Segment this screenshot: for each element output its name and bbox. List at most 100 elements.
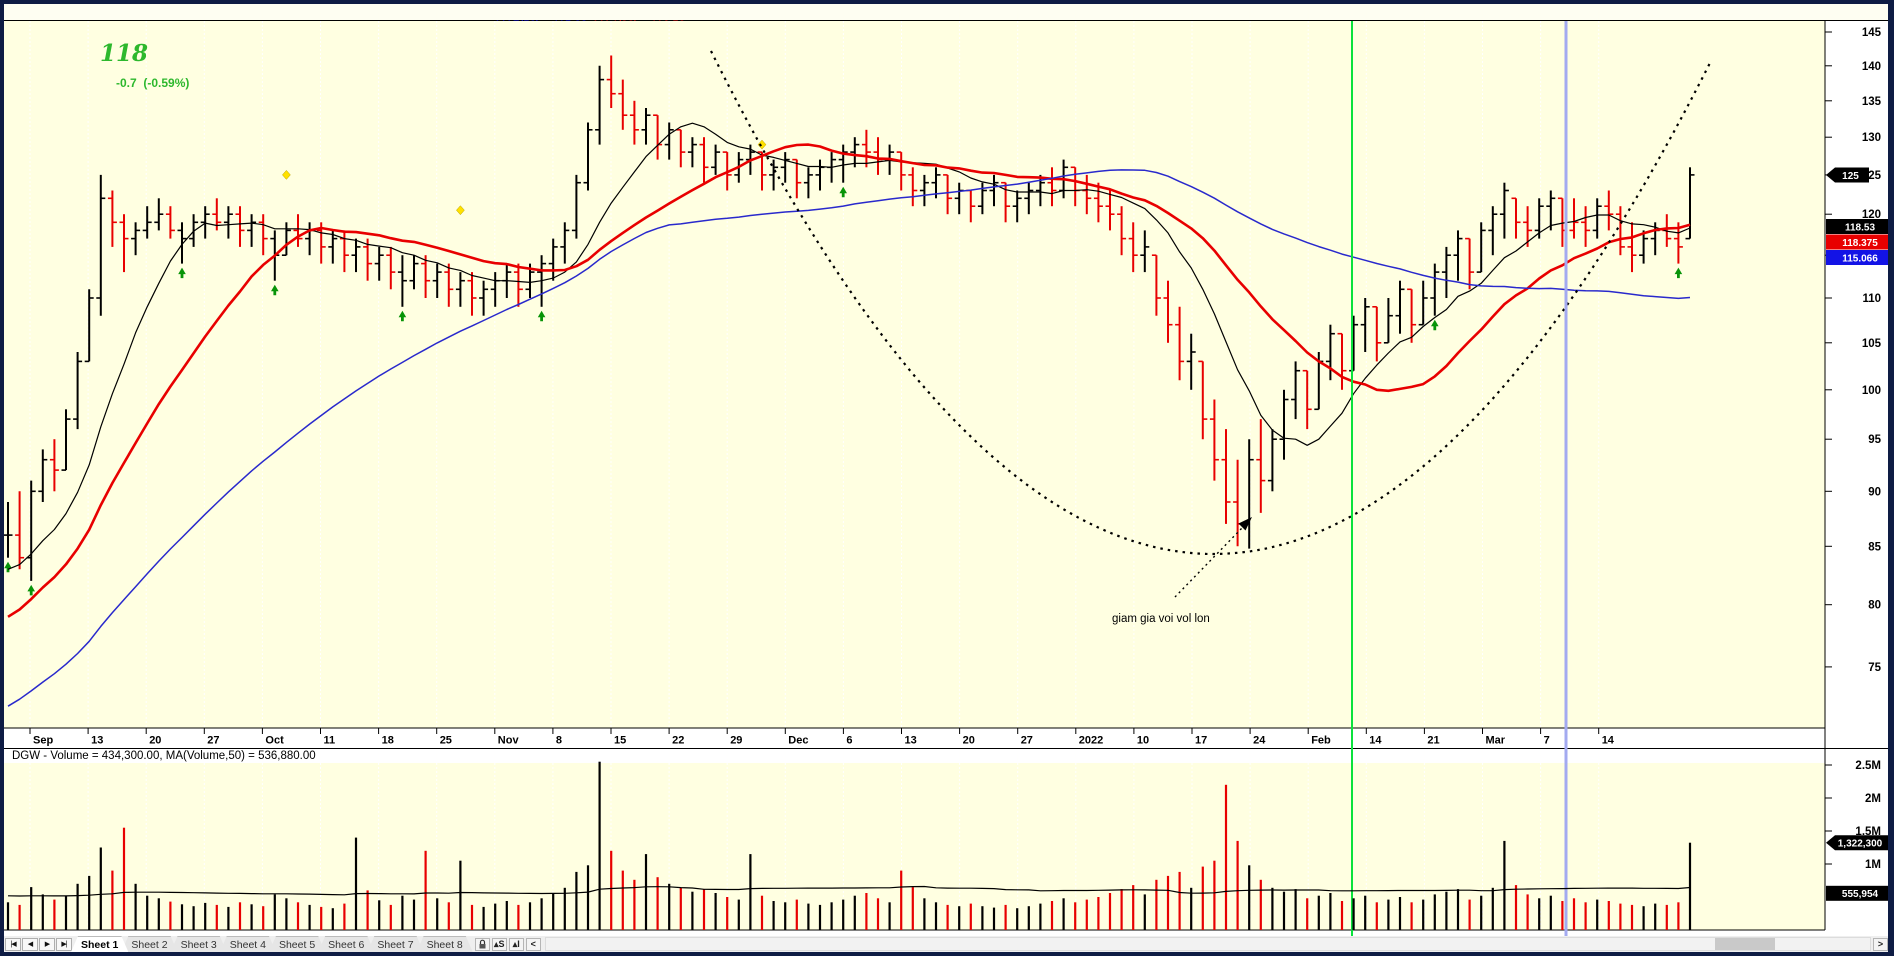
tab-sheet-8[interactable]: Sheet 8 (417, 936, 473, 952)
chart-title-bar: DGW - Daily 3/9/2022 Open 119.3, Hi 121.… (4, 4, 1888, 32)
svg-text:14: 14 (1602, 735, 1615, 747)
svg-text:1M: 1M (1865, 859, 1881, 871)
pane-borders (4, 21, 1888, 931)
first-sheet-button[interactable]: |◀ (5, 937, 21, 951)
scroll-left-button[interactable]: < (525, 937, 541, 951)
ma-line-10 (7, 122, 1691, 570)
last-price-overlay: 118 (100, 40, 149, 67)
svg-text:8: 8 (556, 735, 562, 747)
yellow-diamond-marker (456, 205, 465, 216)
lock-button[interactable] (474, 937, 490, 951)
axis-tag (1826, 219, 1888, 234)
axis-tag (1826, 234, 1888, 250)
svg-text:22: 22 (672, 735, 684, 747)
svg-text:100: 100 (1862, 385, 1881, 397)
svg-text:Dec: Dec (788, 735, 808, 747)
volume-pane[interactable] (4, 763, 1825, 930)
svg-text:120: 120 (1862, 209, 1881, 221)
svg-text:2.5M: 2.5M (1855, 760, 1881, 772)
svg-text:14: 14 (1369, 735, 1382, 747)
svg-text:1,322,300: 1,322,300 (1838, 839, 1883, 850)
tab-sheet-4[interactable]: Sheet 4 (220, 936, 276, 952)
last-sheet-button[interactable]: ▶| (56, 937, 72, 951)
svg-text:555,954: 555,954 (1842, 889, 1879, 900)
buy-arrow-marker (398, 310, 407, 322)
svg-text:17: 17 (1195, 735, 1207, 747)
svg-text:Oct: Oct (265, 735, 284, 747)
svg-text:27: 27 (207, 735, 219, 747)
svg-text:2M: 2M (1865, 793, 1881, 805)
axis-tag (1826, 250, 1888, 265)
svg-text:145: 145 (1862, 27, 1882, 39)
svg-text:Feb: Feb (1311, 735, 1331, 747)
tab-sheet-1[interactable]: Sheet 1 (71, 936, 128, 952)
yellow-diamond-marker (282, 170, 291, 180)
buy-arrow-marker (1431, 319, 1439, 331)
axis-tag (1826, 835, 1888, 851)
buy-arrow-marker (4, 561, 12, 573)
volume-ma-line (7, 885, 1691, 897)
price-bars (4, 55, 1695, 596)
annotation-text: giam gia voi vol lon (1112, 613, 1210, 625)
tab-sheet-7[interactable]: Sheet 7 (367, 936, 423, 952)
horizontal-scrollbar[interactable] (544, 937, 1871, 951)
buy-arrow-marker (27, 584, 35, 596)
yellow-diamond-marker (757, 139, 767, 150)
scale-s-button[interactable]: ▴S (491, 937, 507, 951)
tab-sheet-3[interactable]: Sheet 3 (171, 936, 227, 952)
svg-text:75: 75 (1868, 662, 1881, 674)
svg-text:130: 130 (1862, 132, 1881, 144)
svg-text:135: 135 (1862, 96, 1882, 108)
lock-icon (479, 939, 486, 948)
price-volume-chart[interactable]: giam gia voi vol lon14514013513012512011… (4, 21, 1888, 936)
buy-arrow-marker (178, 267, 186, 279)
svg-text:20: 20 (963, 735, 975, 747)
volume-axis: 2.5M 2M 1.5M 1M 1,322,300 555,954 (1825, 760, 1888, 901)
svg-text:10: 10 (1137, 735, 1149, 747)
buy-arrow-marker (839, 186, 847, 198)
svg-text:Mar: Mar (1486, 735, 1506, 747)
svg-text:115.066: 115.066 (1842, 253, 1878, 264)
annotation-arrowhead (1238, 517, 1252, 531)
next-sheet-button[interactable]: ▶ (39, 937, 55, 951)
cup-pattern-curve (710, 50, 1711, 556)
svg-text:118.53: 118.53 (1845, 222, 1875, 233)
svg-text:15: 15 (614, 735, 626, 747)
tab-sheet-2[interactable]: Sheet 2 (121, 936, 177, 952)
scale-i-button[interactable]: ▴I (508, 937, 524, 951)
chart-backgrounds[interactable] (4, 21, 1888, 936)
volume-pane-title: DGW - Volume = 434,300.00, MA(Volume,50)… (12, 750, 316, 762)
axis-tag (1826, 885, 1888, 901)
tab-sheet-6[interactable]: Sheet 6 (318, 936, 374, 952)
svg-text:80: 80 (1868, 600, 1881, 612)
svg-text:6: 6 (846, 735, 852, 747)
sheet-tabs: Sheet 1 Sheet 2 Sheet 3 Sheet 4 Sheet 5 … (78, 936, 473, 952)
svg-text:85: 85 (1868, 541, 1881, 553)
svg-text:140: 140 (1862, 61, 1881, 73)
buy-arrow-marker (1674, 267, 1683, 279)
ma-line-20 (7, 143, 1691, 618)
sheet-tab-bar: |◀ ◀ ▶ ▶| Sheet 1 Sheet 2 Sheet 3 Sheet … (4, 936, 1888, 952)
svg-text:29: 29 (730, 735, 742, 747)
svg-text:21: 21 (1427, 735, 1439, 747)
svg-text:Nov: Nov (498, 735, 520, 747)
svg-text:125: 125 (1842, 171, 1859, 182)
svg-text:1.5M: 1.5M (1855, 826, 1881, 838)
svg-text:18: 18 (382, 735, 394, 747)
svg-text:110: 110 (1862, 293, 1881, 305)
chart-annotation: giam gia voi vol lon (1112, 517, 1252, 625)
svg-text:25: 25 (440, 735, 452, 747)
svg-text:105: 105 (1862, 338, 1882, 350)
price-axis: 1451401351301251201151101051009590858075… (1825, 27, 1888, 674)
scrollbar-thumb[interactable] (1715, 938, 1775, 950)
svg-text:27: 27 (1021, 735, 1033, 747)
svg-text:13: 13 (91, 735, 103, 747)
svg-text:24: 24 (1253, 735, 1266, 747)
svg-text:95: 95 (1868, 434, 1881, 446)
buy-arrow-marker (271, 284, 279, 296)
tab-sheet-5[interactable]: Sheet 5 (269, 936, 325, 952)
scroll-right-button[interactable]: > (1873, 937, 1888, 951)
prev-sheet-button[interactable]: ◀ (22, 937, 38, 951)
svg-text:Sep: Sep (33, 735, 53, 747)
